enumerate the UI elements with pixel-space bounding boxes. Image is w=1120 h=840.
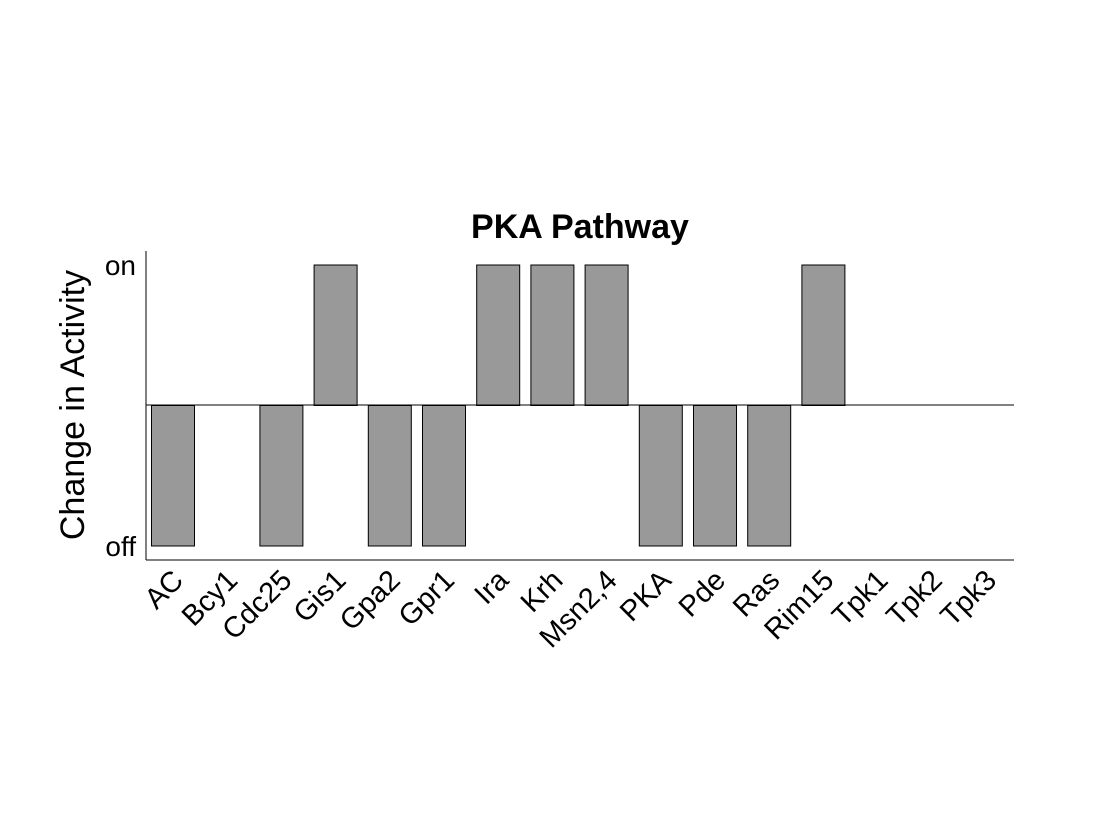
x-tick-label-tpk2: Tpk2 [881, 564, 949, 632]
bar-msn2-4 [584, 264, 629, 406]
bar-gpr1 [422, 405, 466, 547]
y-ticks-group: off on [105, 250, 136, 562]
x-tick-label-tpk3: Tpk3 [935, 564, 1003, 632]
y-axis-label: Change in Activity [54, 270, 92, 540]
bars-group [151, 264, 846, 547]
y-tick-label-off: off [105, 531, 136, 562]
x-tick-label-pka: PKA [614, 564, 678, 628]
x-tick-label-gpr1: Gpr1 [393, 564, 461, 632]
chart-title: PKA Pathway [471, 208, 689, 246]
bar-pde [693, 405, 737, 547]
bar-ac [151, 405, 195, 547]
y-tick-label-on: on [105, 250, 136, 281]
x-tick-label-ira: Ira [469, 564, 516, 611]
axes-group [145, 251, 1014, 561]
x-tick-label-gpa2: Gpa2 [334, 564, 407, 637]
bar-ras [747, 405, 792, 547]
x-tick-label-tpk1: Tpk1 [826, 564, 894, 632]
bar-cdc25 [259, 405, 304, 547]
bar-gpa2 [367, 405, 412, 547]
bar-gis1 [313, 264, 358, 406]
bar-ira [476, 264, 521, 406]
x-tick-label-pde: Pde [673, 564, 732, 623]
bar-pka [638, 405, 683, 547]
bar-rim15 [801, 264, 846, 406]
bar-krh [530, 264, 575, 406]
